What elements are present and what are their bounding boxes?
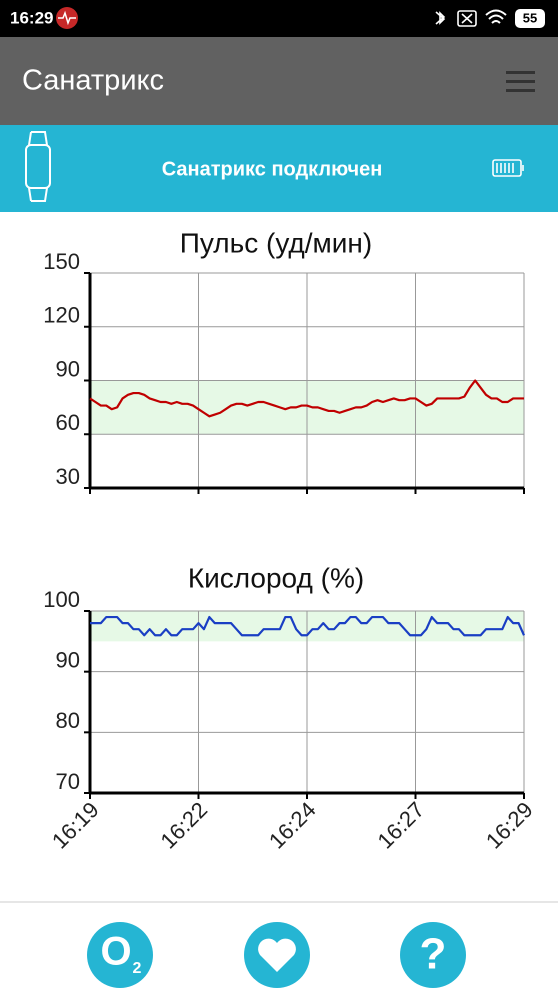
x-tick-label: 16:27 — [373, 797, 430, 854]
battery-icon — [515, 9, 545, 28]
sim-off — [461, 13, 473, 24]
menu-button[interactable] — [506, 71, 535, 92]
y-tick-label: 150 — [43, 249, 80, 274]
menu-bar — [506, 80, 535, 83]
app-bar — [0, 37, 558, 125]
oxygen-button[interactable]: O 2 — [87, 922, 153, 988]
app-title: Санатрикс — [22, 65, 164, 97]
help-button[interactable]: ? — [400, 922, 466, 988]
oxygen-symbol: O — [100, 930, 131, 974]
wifi-icon — [485, 9, 507, 24]
y-tick-label: 60 — [56, 410, 80, 435]
menu-bar — [506, 89, 535, 92]
oxygen-circle — [87, 922, 153, 988]
x-tick-label: 16:19 — [47, 797, 104, 854]
heart-icon — [258, 938, 296, 972]
y-tick-label: 70 — [56, 769, 80, 794]
x-tick-label: 16:22 — [156, 797, 213, 854]
watch-icon — [25, 131, 51, 202]
y-tick-label: 90 — [56, 356, 80, 381]
y-tick-label: 80 — [56, 708, 80, 733]
help-circle — [400, 922, 466, 988]
menu-bar — [506, 71, 535, 74]
battery-level: 55 — [523, 10, 537, 25]
data-line — [90, 615, 526, 637]
banner — [0, 125, 558, 212]
chart-title: Пульс (уд/мин) — [180, 227, 372, 258]
banner-text: Санатрикс подключен — [162, 158, 383, 180]
x-tick-label: 16:24 — [264, 797, 321, 854]
status-bar — [0, 0, 558, 37]
help-symbol: ? — [420, 930, 447, 979]
x-tick-label: 16:29 — [481, 797, 538, 854]
device-battery-icon — [492, 159, 524, 177]
y-tick-label: 120 — [43, 303, 80, 328]
pulse-button[interactable] — [244, 922, 310, 988]
y-tick-label: 30 — [56, 464, 80, 489]
y-tick-label: 100 — [43, 587, 80, 612]
oxygen-subscript: 2 — [133, 960, 142, 977]
y-tick-label: 90 — [56, 647, 80, 672]
sim-icon — [457, 10, 477, 27]
bluetooth-icon — [435, 11, 446, 25]
status-pulse-icon — [58, 10, 76, 26]
data-line — [89, 379, 524, 418]
status-time: 16:29 — [10, 8, 53, 27]
chart-title: Кислород (%) — [188, 562, 364, 593]
